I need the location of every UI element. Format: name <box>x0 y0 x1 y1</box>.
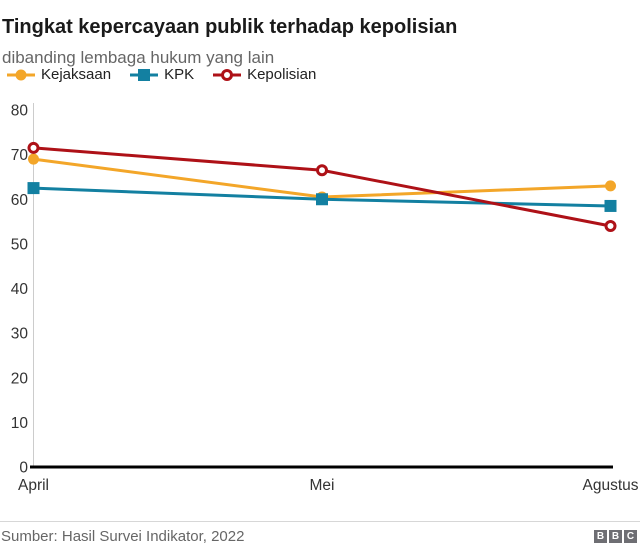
y-tick-label-0: 0 <box>19 460 28 477</box>
legend-item-kejaksaan: Kejaksaan <box>7 66 111 83</box>
y-tick-label-20: 20 <box>11 370 29 387</box>
series-marker-kpk-2 <box>604 199 617 212</box>
series-marker-kepolisian-1 <box>316 164 328 177</box>
y-tick-label-80: 80 <box>11 103 29 120</box>
legend: Kejaksaan KPK Kepolisian <box>7 66 316 83</box>
legend-marker-shape <box>138 68 151 81</box>
legend-item-kpk: KPK <box>130 66 194 83</box>
series-marker-kpk-0 <box>27 182 40 195</box>
series-marker-kpk-1 <box>316 193 328 206</box>
y-tick-label-40: 40 <box>11 281 29 298</box>
kpk-line-square-marker-icon <box>130 68 159 81</box>
series-marker-kepolisian-0 <box>27 141 40 154</box>
bbc-logo-letter: C <box>624 530 637 543</box>
legend-marker-shape <box>221 68 234 81</box>
legend-item-kepolisian: Kepolisian <box>213 66 316 83</box>
chart-title: Tingkat kepercayaan publik terhadap kepo… <box>2 16 458 39</box>
y-tick-label-70: 70 <box>11 147 29 164</box>
y-tick-label-10: 10 <box>11 415 29 432</box>
y-tick-label-60: 60 <box>11 192 29 209</box>
footer-divider <box>0 521 640 522</box>
series-marker-kejaksaan-0 <box>28 153 39 165</box>
chart-subtitle: dibanding lembaga hukum yang lain <box>2 48 275 67</box>
kejaksaan-line-circle-marker-icon <box>7 69 35 80</box>
source-text: Sumber: Hasil Survei Indikator, 2022 <box>1 528 245 545</box>
x-label-mei: Mei <box>310 477 335 494</box>
legend-label-kejaksaan: Kejaksaan <box>41 66 112 83</box>
x-label-april: April <box>18 477 49 494</box>
bbc-logo: B B C <box>594 530 637 543</box>
bbc-logo-letter: B <box>594 530 607 543</box>
series-marker-kejaksaan-2 <box>605 180 616 192</box>
legend-marker-shape <box>15 69 27 80</box>
legend-label-kepolisian: Kepolisian <box>247 66 317 83</box>
series-marker-kepolisian-2 <box>604 220 617 233</box>
bbc-logo-letter: B <box>609 530 622 543</box>
y-tick-label-50: 50 <box>11 236 29 253</box>
legend-label-kpk: KPK <box>164 66 195 83</box>
series-line-kepolisian <box>32 146 612 228</box>
y-tick-label-30: 30 <box>11 326 29 343</box>
x-label-agustus: Agustus <box>582 477 638 494</box>
kepolisian-line-open-circle-marker-icon <box>213 68 242 81</box>
